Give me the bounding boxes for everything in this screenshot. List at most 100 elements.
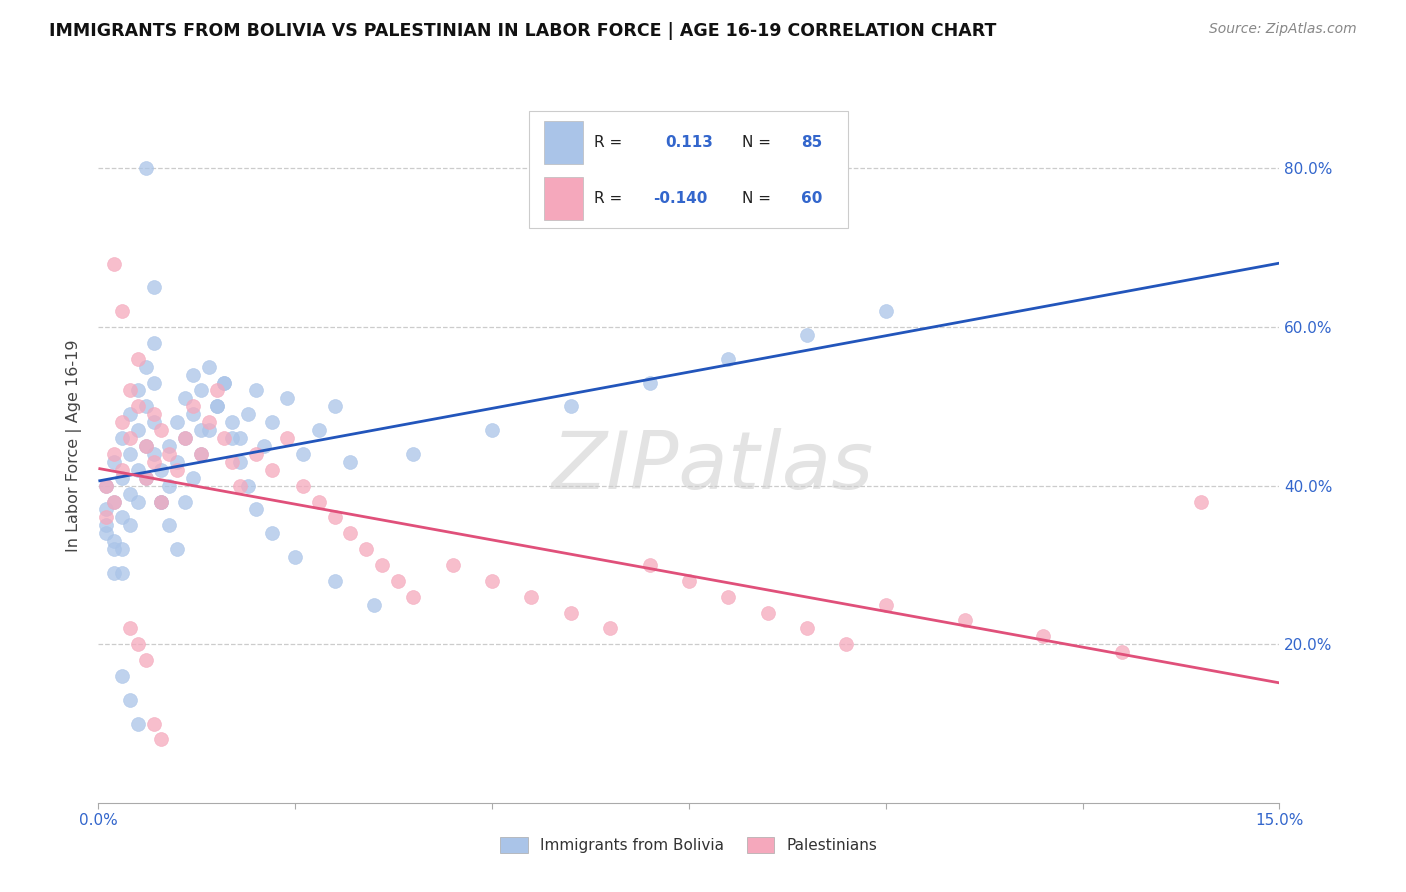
Text: IMMIGRANTS FROM BOLIVIA VS PALESTINIAN IN LABOR FORCE | AGE 16-19 CORRELATION CH: IMMIGRANTS FROM BOLIVIA VS PALESTINIAN I…	[49, 22, 997, 40]
Point	[135, 161, 157, 176]
Point	[197, 423, 219, 437]
Point	[214, 376, 236, 390]
Point	[111, 542, 134, 557]
Point	[103, 494, 125, 508]
Point	[118, 407, 141, 421]
Point	[402, 447, 425, 461]
Point	[229, 478, 252, 492]
Point	[560, 606, 582, 620]
Point	[1189, 494, 1212, 508]
FancyBboxPatch shape	[544, 177, 582, 219]
Point	[796, 621, 818, 635]
Point	[245, 447, 267, 461]
Point	[481, 574, 503, 588]
Point	[190, 447, 212, 461]
FancyBboxPatch shape	[544, 121, 582, 164]
Text: N =: N =	[742, 136, 770, 150]
Point	[181, 368, 204, 382]
Text: 60: 60	[801, 191, 823, 206]
Point	[150, 494, 173, 508]
Point	[111, 463, 134, 477]
Point	[103, 566, 125, 580]
Point	[157, 447, 180, 461]
Text: R =: R =	[595, 136, 623, 150]
Point	[323, 510, 346, 524]
Text: R =: R =	[595, 191, 623, 206]
Point	[276, 431, 298, 445]
Text: 0.113: 0.113	[665, 136, 713, 150]
Point	[197, 359, 219, 374]
Point	[181, 471, 204, 485]
Point	[142, 280, 165, 294]
Point	[599, 621, 621, 635]
Point	[953, 614, 976, 628]
Point	[96, 526, 118, 541]
Point	[174, 431, 197, 445]
Point	[402, 590, 425, 604]
Point	[796, 328, 818, 343]
Point	[111, 669, 134, 683]
Y-axis label: In Labor Force | Age 16-19: In Labor Force | Age 16-19	[66, 340, 83, 552]
Point	[111, 431, 134, 445]
Point	[135, 400, 157, 414]
Point	[875, 598, 897, 612]
Point	[260, 415, 283, 429]
Point	[520, 590, 543, 604]
Point	[135, 439, 157, 453]
Point	[174, 392, 197, 406]
Point	[371, 558, 394, 572]
Point	[354, 542, 377, 557]
Point	[118, 692, 141, 706]
Point	[638, 376, 661, 390]
Point	[135, 439, 157, 453]
Point	[127, 400, 149, 414]
Point	[638, 558, 661, 572]
Point	[96, 478, 118, 492]
Point	[142, 415, 165, 429]
Point	[190, 423, 212, 437]
Point	[127, 423, 149, 437]
Point	[481, 423, 503, 437]
Point	[103, 455, 125, 469]
Point	[284, 549, 307, 564]
Point	[308, 423, 330, 437]
Point	[157, 518, 180, 533]
Point	[221, 415, 243, 429]
Point	[103, 447, 125, 461]
Point	[118, 447, 141, 461]
Point	[717, 590, 740, 604]
Point	[260, 526, 283, 541]
Point	[214, 376, 236, 390]
Point	[560, 400, 582, 414]
Point	[166, 455, 188, 469]
Point	[142, 376, 165, 390]
Point	[363, 598, 385, 612]
Point	[229, 455, 252, 469]
Point	[174, 494, 197, 508]
Point	[111, 566, 134, 580]
Point	[127, 351, 149, 366]
Point	[441, 558, 464, 572]
Point	[1111, 645, 1133, 659]
Point	[205, 400, 228, 414]
Point	[245, 502, 267, 516]
Point	[118, 431, 141, 445]
Point	[150, 423, 173, 437]
Point	[142, 455, 165, 469]
Text: N =: N =	[742, 191, 770, 206]
Point	[135, 653, 157, 667]
Point	[181, 400, 204, 414]
Point	[190, 384, 212, 398]
Point	[276, 392, 298, 406]
Point	[157, 478, 180, 492]
Point	[339, 455, 361, 469]
Point	[135, 359, 157, 374]
Point	[103, 534, 125, 549]
Point	[157, 439, 180, 453]
Point	[96, 502, 118, 516]
Point	[190, 447, 212, 461]
Point	[111, 510, 134, 524]
Point	[387, 574, 409, 588]
Point	[323, 574, 346, 588]
Point	[292, 478, 315, 492]
